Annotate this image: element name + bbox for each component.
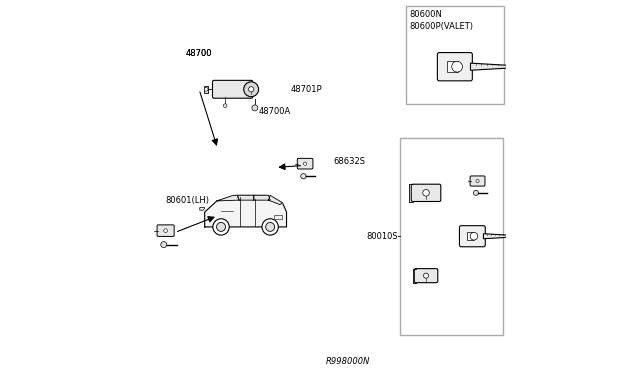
Circle shape [452, 61, 463, 72]
Circle shape [248, 87, 254, 92]
Polygon shape [205, 195, 287, 227]
Text: 68632S: 68632S [333, 157, 365, 166]
FancyBboxPatch shape [298, 158, 313, 169]
FancyBboxPatch shape [412, 184, 441, 202]
Polygon shape [200, 208, 205, 210]
Bar [400, 138, 504, 335]
Bar [204, 86, 209, 93]
Circle shape [474, 190, 479, 195]
Circle shape [470, 232, 477, 240]
Circle shape [266, 222, 275, 231]
FancyBboxPatch shape [437, 52, 472, 81]
Circle shape [204, 87, 208, 91]
Circle shape [164, 229, 168, 232]
Bar [467, 232, 474, 240]
Polygon shape [483, 234, 510, 239]
Polygon shape [470, 63, 508, 70]
Text: R998000N: R998000N [326, 357, 370, 366]
Polygon shape [217, 195, 239, 201]
Bar [275, 215, 282, 219]
Circle shape [161, 242, 167, 248]
Bar [406, 6, 504, 104]
Text: 80010S: 80010S [367, 232, 398, 241]
Circle shape [216, 222, 225, 231]
FancyBboxPatch shape [157, 225, 174, 237]
FancyBboxPatch shape [460, 226, 485, 247]
Polygon shape [254, 195, 270, 200]
Text: 80600P(VALET): 80600P(VALET) [410, 22, 474, 31]
Circle shape [476, 179, 479, 183]
Circle shape [301, 174, 306, 179]
Circle shape [244, 82, 259, 97]
Circle shape [424, 273, 429, 278]
Text: 48700A: 48700A [259, 107, 291, 116]
Polygon shape [269, 195, 282, 205]
Bar [447, 61, 458, 72]
Circle shape [423, 190, 429, 196]
Circle shape [262, 219, 278, 235]
FancyBboxPatch shape [212, 80, 253, 98]
Text: 80600N: 80600N [410, 10, 442, 19]
Circle shape [252, 105, 258, 111]
FancyBboxPatch shape [414, 269, 438, 283]
Polygon shape [237, 195, 254, 200]
Circle shape [213, 219, 229, 235]
FancyBboxPatch shape [470, 176, 485, 186]
Text: 48700: 48700 [186, 49, 212, 58]
Text: 80601(LH): 80601(LH) [166, 196, 210, 205]
Circle shape [303, 162, 307, 165]
Circle shape [223, 104, 227, 108]
Text: 48700: 48700 [186, 49, 212, 58]
Text: 48701P: 48701P [291, 85, 322, 94]
